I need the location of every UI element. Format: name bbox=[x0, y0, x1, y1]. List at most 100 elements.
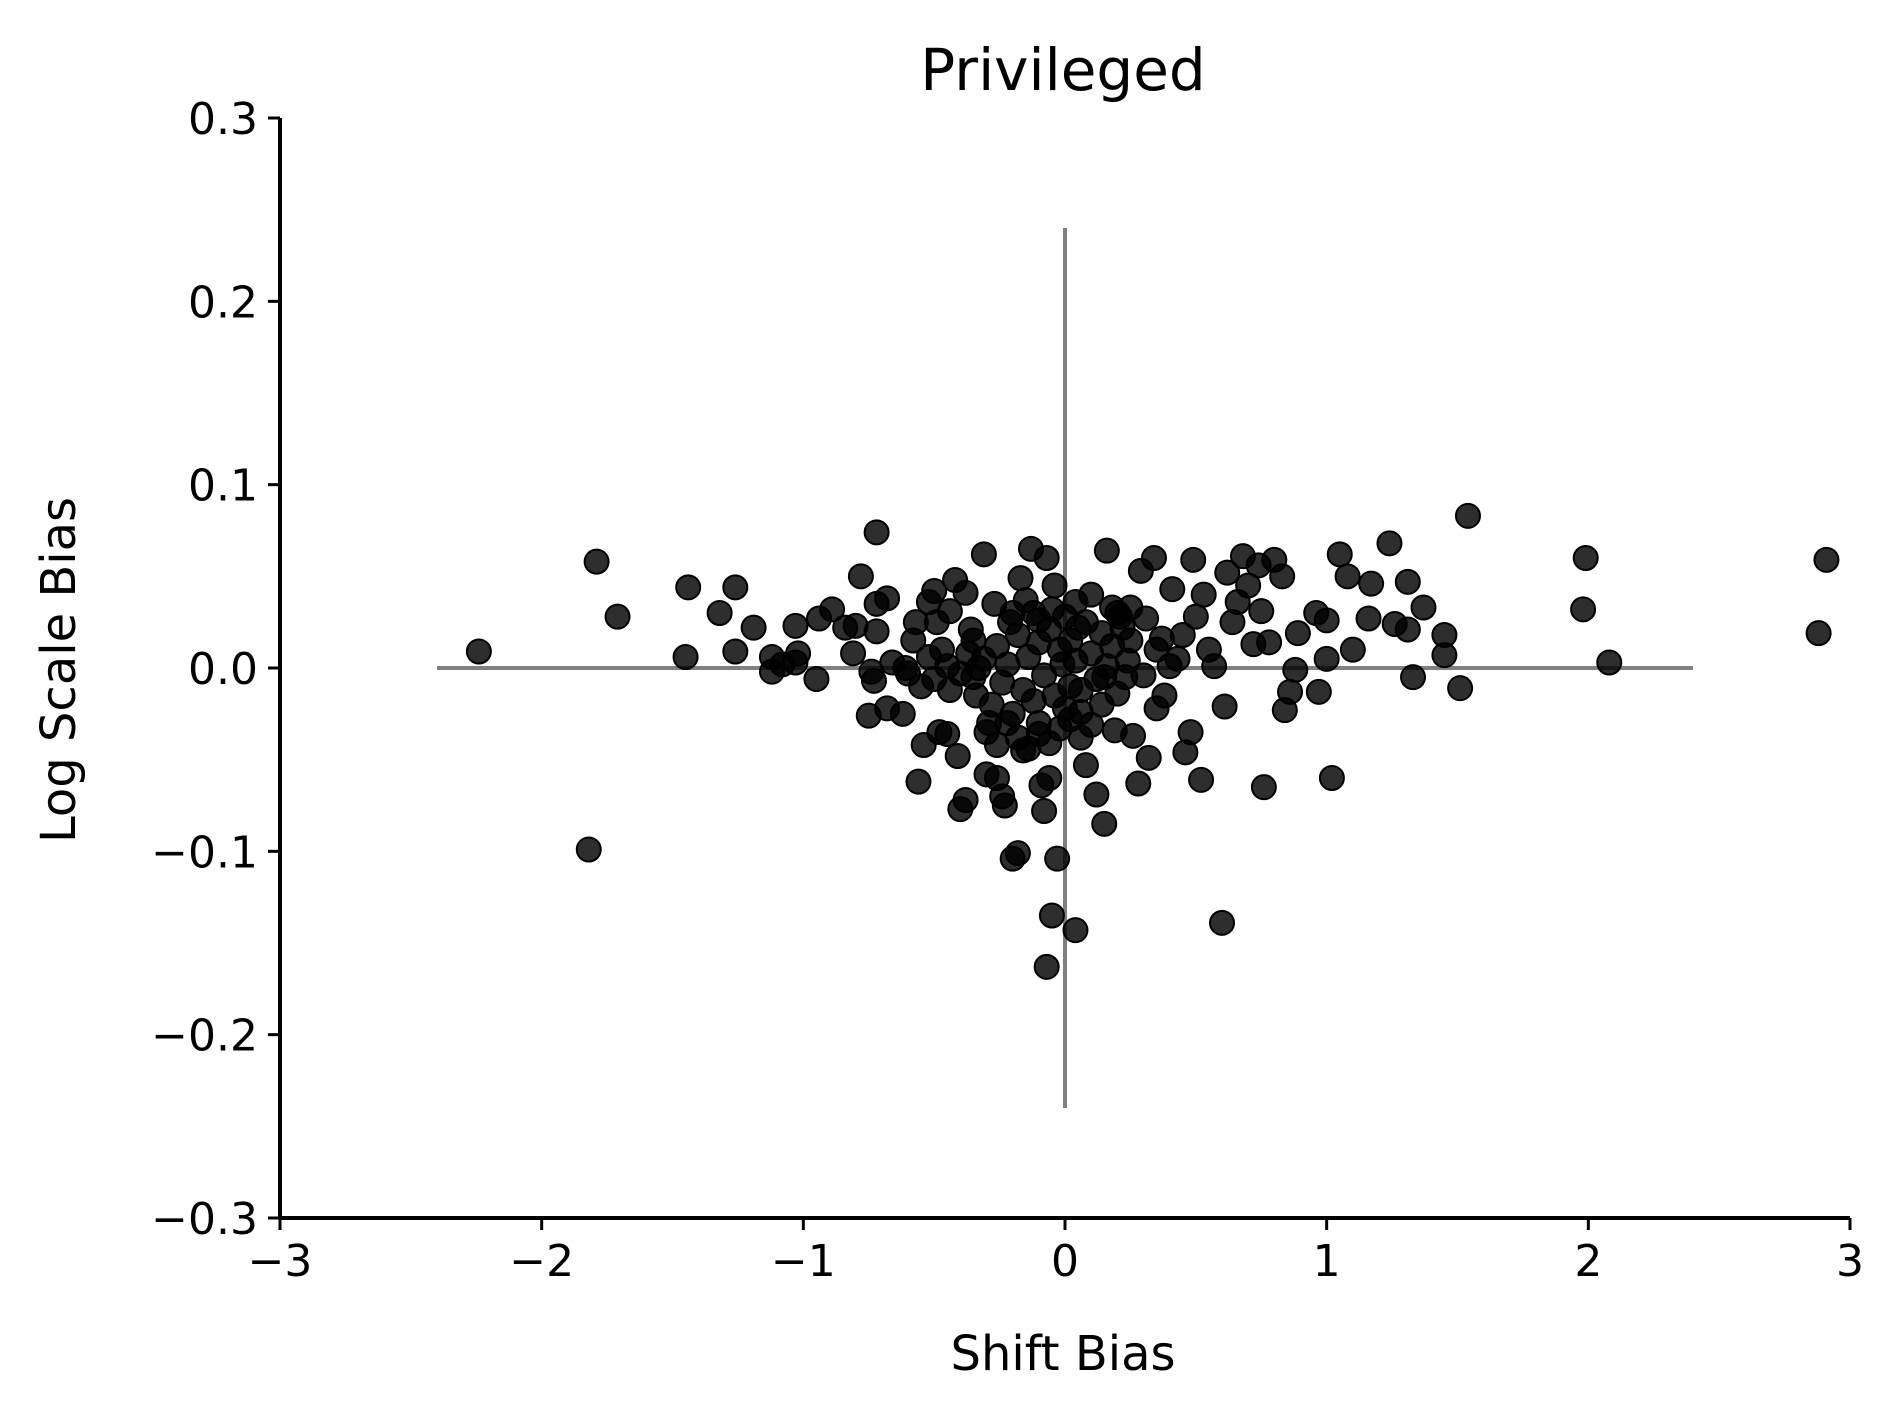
scatter-point bbox=[1135, 744, 1162, 771]
scatter-point bbox=[840, 640, 867, 667]
scatter-point bbox=[1083, 781, 1110, 808]
scatter-point bbox=[1805, 620, 1832, 647]
scatter-point bbox=[1813, 546, 1840, 573]
scatter-point bbox=[921, 578, 948, 604]
scatter-point bbox=[1410, 594, 1437, 621]
scatter-point bbox=[675, 574, 702, 601]
scatter-point bbox=[1282, 656, 1309, 683]
scatter-point bbox=[1033, 545, 1060, 571]
scatter-point bbox=[706, 600, 733, 626]
y-tick-label: −0.3 bbox=[151, 1194, 258, 1245]
scatter-point bbox=[1091, 810, 1118, 837]
scatter-point bbox=[1169, 622, 1196, 648]
y-tick-label: 0.1 bbox=[188, 461, 258, 512]
x-tick-label: −1 bbox=[771, 1236, 836, 1287]
scatter-point bbox=[782, 612, 809, 639]
scatter-point bbox=[1256, 629, 1283, 656]
chart-title: Privileged bbox=[920, 36, 1205, 104]
scatter-point bbox=[915, 644, 942, 670]
scatter-point bbox=[1334, 563, 1361, 590]
scatter-point bbox=[1269, 563, 1296, 590]
scatter-point bbox=[1004, 840, 1031, 867]
scatter-point bbox=[1209, 909, 1235, 936]
x-tick-label: −3 bbox=[248, 1236, 313, 1287]
scatter-point bbox=[1277, 678, 1304, 705]
scatter-point bbox=[740, 614, 767, 641]
scatter-point bbox=[1358, 570, 1385, 597]
x-axis-ticks: −3 −2 −1 0 1 2 3 bbox=[248, 1218, 1864, 1287]
scatter-point bbox=[819, 596, 846, 623]
scatter-point bbox=[1031, 798, 1058, 824]
scatter-point bbox=[604, 603, 631, 630]
scatter-point bbox=[1044, 845, 1071, 872]
scatter-point bbox=[1104, 600, 1131, 626]
scatter-point bbox=[1400, 664, 1427, 691]
scatter-point bbox=[1248, 598, 1275, 625]
scatter-point bbox=[944, 743, 971, 769]
x-tick-label: 1 bbox=[1313, 1236, 1341, 1287]
scatter-point bbox=[1447, 675, 1474, 702]
scatter-point bbox=[889, 700, 916, 727]
y-tick-label: −0.1 bbox=[151, 827, 258, 878]
scatter-point bbox=[1151, 682, 1178, 709]
scatter-point bbox=[1339, 636, 1366, 663]
scatter-point bbox=[970, 541, 997, 568]
scatter-point bbox=[1570, 596, 1597, 623]
y-tick-label: 0.0 bbox=[188, 644, 258, 695]
y-tick-label: −0.2 bbox=[151, 1011, 258, 1062]
scatter-point bbox=[1036, 765, 1063, 791]
scatter-point bbox=[1376, 530, 1403, 557]
scatter-point bbox=[1211, 693, 1238, 720]
scatter-point bbox=[1038, 902, 1065, 929]
data-points bbox=[465, 502, 1840, 980]
scatter-point bbox=[847, 563, 874, 590]
scatter-point bbox=[936, 598, 963, 625]
scatter-point bbox=[1190, 581, 1217, 608]
scatter-point bbox=[1159, 576, 1186, 603]
y-tick-label: 0.3 bbox=[188, 94, 258, 145]
scatter-point bbox=[722, 638, 749, 665]
scatter-point bbox=[1394, 568, 1421, 595]
scatter-point bbox=[1078, 581, 1105, 608]
scatter-point bbox=[465, 638, 492, 665]
scatter-point bbox=[1078, 711, 1105, 738]
scatter-point bbox=[1120, 722, 1147, 749]
scatter-point bbox=[1572, 545, 1599, 571]
scatter-point bbox=[1062, 917, 1089, 944]
scatter-point bbox=[1305, 678, 1332, 705]
scatter-point bbox=[934, 721, 961, 747]
scatter-point bbox=[583, 548, 610, 575]
scatter-point bbox=[1133, 605, 1160, 632]
scatter-point bbox=[1072, 752, 1099, 779]
scatter-point bbox=[860, 667, 887, 694]
scatter-point bbox=[1284, 620, 1311, 647]
scatter-point bbox=[952, 579, 979, 606]
scatter-point bbox=[1012, 587, 1039, 614]
scatter-point bbox=[1326, 541, 1353, 568]
scatter-point bbox=[863, 618, 890, 645]
x-tick-label: −2 bbox=[509, 1236, 574, 1287]
scatter-point bbox=[1031, 662, 1058, 689]
scatter-point bbox=[905, 768, 932, 795]
scatter-point bbox=[722, 574, 749, 601]
scatter-point bbox=[1033, 953, 1060, 980]
scatter-point bbox=[1250, 774, 1277, 801]
scatter-point bbox=[1431, 642, 1458, 669]
scatter-point bbox=[1454, 502, 1481, 529]
scatter-point bbox=[863, 519, 890, 546]
scatter-point bbox=[960, 627, 987, 654]
x-axis-label: Shift Bias bbox=[950, 1326, 1175, 1382]
y-axis-label: Log Scale Bias bbox=[31, 497, 87, 843]
scatter-point bbox=[1313, 607, 1340, 634]
scatter-point bbox=[1201, 653, 1228, 680]
scatter-point bbox=[1117, 627, 1144, 654]
scatter-point bbox=[1041, 572, 1068, 599]
scatter-point bbox=[1091, 664, 1118, 691]
scatter-point bbox=[1394, 616, 1421, 643]
scatter-point bbox=[1130, 662, 1157, 689]
scatter-point bbox=[1235, 572, 1262, 599]
scatter-point bbox=[1007, 565, 1034, 592]
scatter-point bbox=[1140, 545, 1167, 571]
